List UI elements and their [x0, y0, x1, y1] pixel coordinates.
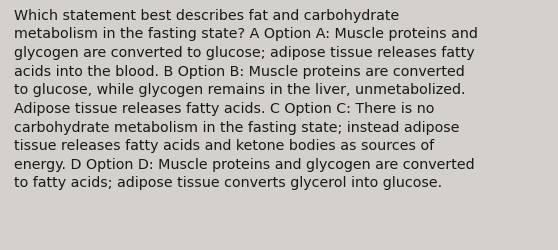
Text: Which statement best describes fat and carbohydrate
metabolism in the fasting st: Which statement best describes fat and c… [14, 9, 478, 190]
